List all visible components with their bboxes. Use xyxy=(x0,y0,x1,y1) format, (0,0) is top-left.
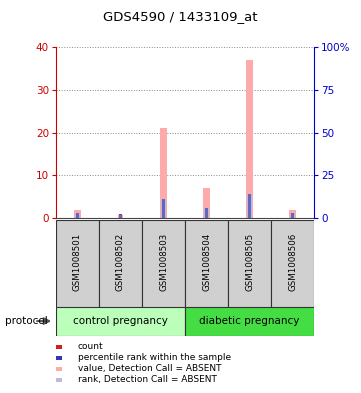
Bar xyxy=(75,213,80,218)
Text: GSM1008501: GSM1008501 xyxy=(73,232,82,291)
Bar xyxy=(119,215,122,218)
Bar xyxy=(76,213,79,218)
Text: GSM1008506: GSM1008506 xyxy=(288,232,297,291)
Bar xyxy=(205,214,208,218)
Bar xyxy=(142,220,185,307)
Bar xyxy=(248,194,251,218)
Text: count: count xyxy=(78,342,103,351)
Bar xyxy=(289,209,296,218)
Bar xyxy=(185,307,314,336)
Bar xyxy=(204,208,209,218)
Text: rank, Detection Call = ABSENT: rank, Detection Call = ABSENT xyxy=(78,375,217,384)
Bar xyxy=(161,199,166,218)
Bar xyxy=(290,213,295,218)
Text: protocol: protocol xyxy=(5,316,47,326)
Text: percentile rank within the sample: percentile rank within the sample xyxy=(78,353,231,362)
Bar xyxy=(203,188,210,218)
Text: GDS4590 / 1433109_at: GDS4590 / 1433109_at xyxy=(103,10,258,23)
Bar xyxy=(119,214,122,218)
Bar xyxy=(162,199,165,218)
Bar xyxy=(246,60,253,218)
Bar xyxy=(118,215,123,218)
Bar xyxy=(56,307,185,336)
Bar xyxy=(247,194,252,218)
Text: diabetic pregnancy: diabetic pregnancy xyxy=(199,316,300,326)
Bar xyxy=(185,220,228,307)
Bar xyxy=(271,220,314,307)
Text: control pregnancy: control pregnancy xyxy=(73,316,168,326)
Bar xyxy=(205,208,208,218)
Bar xyxy=(99,220,142,307)
Bar xyxy=(291,214,294,218)
Text: GSM1008505: GSM1008505 xyxy=(245,232,254,291)
Bar xyxy=(228,220,271,307)
Bar xyxy=(160,129,168,218)
Bar xyxy=(76,214,79,218)
Bar xyxy=(56,220,99,307)
Bar xyxy=(291,213,294,218)
Text: value, Detection Call = ABSENT: value, Detection Call = ABSENT xyxy=(78,364,221,373)
Text: GSM1008502: GSM1008502 xyxy=(116,232,125,291)
Bar xyxy=(248,214,251,218)
Bar xyxy=(74,209,81,218)
Text: GSM1008503: GSM1008503 xyxy=(159,232,168,291)
Bar xyxy=(162,214,165,218)
Text: GSM1008504: GSM1008504 xyxy=(202,232,211,291)
